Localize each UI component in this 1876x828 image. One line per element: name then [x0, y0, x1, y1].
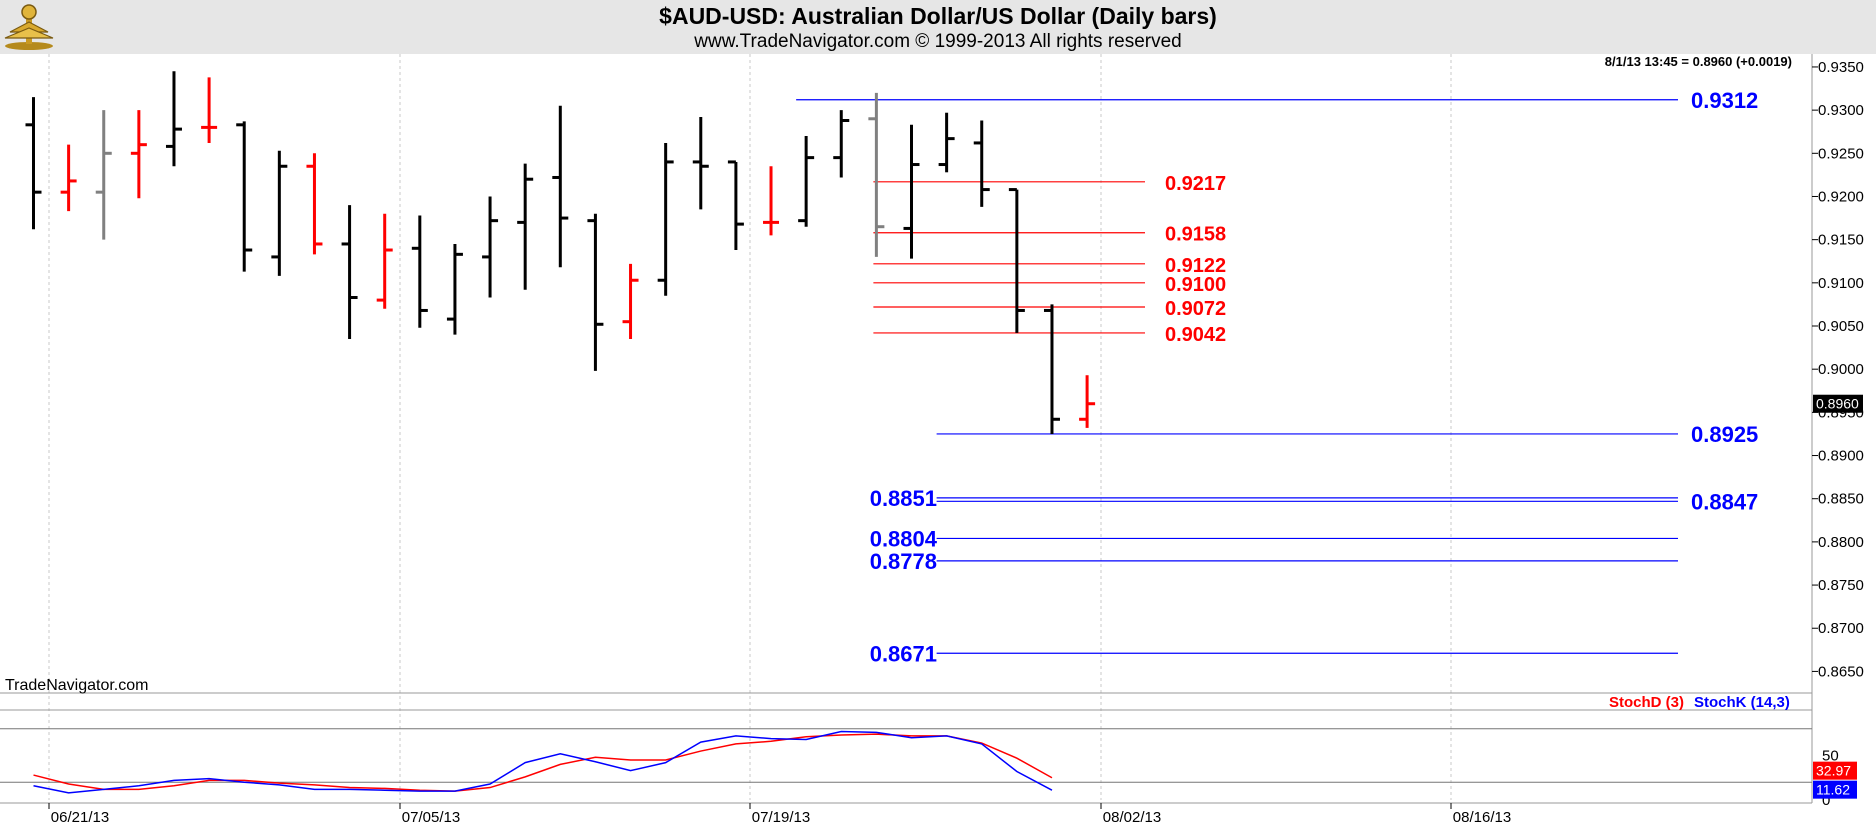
y-tick-label: 0.8850	[1818, 491, 1864, 508]
stoch-tick-label: 50	[1822, 748, 1839, 765]
date-axis: 06/21/13 07/05/13 07/19/13 08/02/13 08/16/13	[0, 802, 1812, 826]
stoch-last-label: 32.97	[1816, 763, 1851, 779]
y-tick-label: 0.9100	[1818, 275, 1864, 292]
y-tick-label: 0.8800	[1818, 534, 1864, 551]
y-tick-label: 0.8900	[1818, 448, 1864, 465]
ohlc-bar	[552, 105, 569, 268]
y-tick-label: 0.9250	[1818, 145, 1864, 162]
level-label: 0.8778	[870, 549, 937, 574]
ohlc-bar	[622, 263, 639, 339]
watermark-text: TradeNavigator.com	[5, 677, 148, 694]
y-tick-label: 0.8700	[1818, 620, 1864, 637]
price-axis: 0.9350 0.9300 0.9250 0.9200 0.9150 0.9100 0.90…	[1812, 59, 1864, 680]
ohlc-bar	[1043, 304, 1060, 434]
x-tick-label: 08/02/13	[1103, 809, 1161, 826]
trade-navigator-logo-icon	[2, 2, 56, 52]
level-label: 0.9100	[1165, 274, 1226, 296]
level-label: 0.9312	[1691, 88, 1758, 113]
ohlc-bar	[376, 213, 393, 309]
y-tick-label: 0.9200	[1818, 188, 1864, 205]
ohlc-bar	[903, 124, 920, 259]
legend-stoch-k: StochK (14,3)	[1694, 694, 1790, 711]
level-label: 0.8925	[1691, 422, 1758, 447]
ohlc-bar	[692, 117, 709, 210]
level-label: 0.8804	[870, 526, 938, 551]
ohlc-bars	[25, 71, 1096, 434]
ohlc-bar	[1079, 375, 1096, 428]
chart-header: $AUD-USD: Australian Dollar/US Dollar (D…	[0, 0, 1876, 54]
level-label: 0.9042	[1165, 324, 1226, 346]
grid-lines	[0, 54, 1813, 803]
stochastic-panel: 50 0 32.97 11.62	[0, 728, 1857, 809]
chart-title: $AUD-USD: Australian Dollar/US Dollar (D…	[659, 3, 1217, 29]
level-label: 0.8847	[1691, 489, 1758, 514]
y-tick-label: 0.9050	[1818, 318, 1864, 335]
level-label: 0.9158	[1165, 224, 1226, 246]
chart-subtitle: www.TradeNavigator.com © 1999-2013 All r…	[694, 31, 1182, 52]
last-price-label: 0.8960	[1816, 396, 1859, 412]
ohlc-bar	[201, 77, 218, 143]
level-label: 0.9122	[1165, 255, 1226, 277]
ohlc-bar	[60, 144, 77, 212]
x-tick-label: 07/05/13	[402, 809, 460, 826]
level-label: 0.9072	[1165, 298, 1226, 320]
ohlc-bar	[236, 121, 253, 272]
ohlc-bar	[341, 205, 358, 339]
stoch-last-box	[1813, 780, 1857, 799]
x-tick-label: 07/19/13	[752, 809, 810, 826]
ohlc-bar	[271, 150, 288, 276]
ohlc-bar	[95, 110, 112, 240]
stoch-last-label: 11.62	[1816, 782, 1850, 798]
y-tick-label: 0.9300	[1818, 102, 1864, 119]
level-label: 0.8671	[870, 641, 937, 666]
y-tick-label: 0.9000	[1818, 361, 1864, 378]
ohlc-bar	[1008, 188, 1025, 333]
ohlc-bar	[727, 160, 744, 251]
y-tick-label: 0.8650	[1818, 663, 1864, 680]
ohlc-bar	[130, 110, 147, 199]
stoch-k-line	[33, 730, 1053, 794]
ohlc-bar	[657, 142, 674, 296]
ohlc-bar	[798, 136, 815, 227]
stochastic-legend: StochD (3) StochK (14,3)	[1609, 694, 1790, 711]
ohlc-bar	[165, 71, 182, 167]
ohlc-bar	[446, 243, 463, 335]
last-price-box	[1813, 394, 1863, 413]
stoch-d-line	[33, 733, 1053, 792]
level-label: 0.8851	[870, 486, 937, 511]
y-tick-label: 0.9150	[1818, 232, 1864, 249]
level-label: 0.9217	[1165, 173, 1226, 195]
ohlc-bar	[833, 110, 850, 178]
stoch-last-box	[1813, 761, 1857, 780]
stoch-tick-label: 0	[1822, 792, 1830, 809]
ohlc-bar	[482, 196, 499, 298]
ohlc-bar	[25, 97, 42, 230]
ohlc-bar	[517, 163, 534, 290]
legend-stoch-d: StochD (3)	[1609, 694, 1684, 711]
ohlc-bar	[306, 153, 323, 255]
ohlc-bar	[868, 92, 885, 257]
last-quote-text: 8/1/13 13:45 = 0.8960 (+0.0019)	[1605, 54, 1792, 69]
ohlc-bar	[938, 112, 955, 173]
ohlc-bar	[587, 213, 604, 371]
x-tick-label: 08/16/13	[1453, 809, 1511, 826]
y-tick-label: 0.8750	[1818, 577, 1864, 594]
ohlc-bar	[411, 215, 428, 328]
ohlc-bar	[973, 120, 990, 207]
y-tick-label: 0.9350	[1818, 59, 1864, 76]
x-tick-label: 06/21/13	[51, 809, 109, 826]
ohlc-bar	[763, 166, 780, 236]
